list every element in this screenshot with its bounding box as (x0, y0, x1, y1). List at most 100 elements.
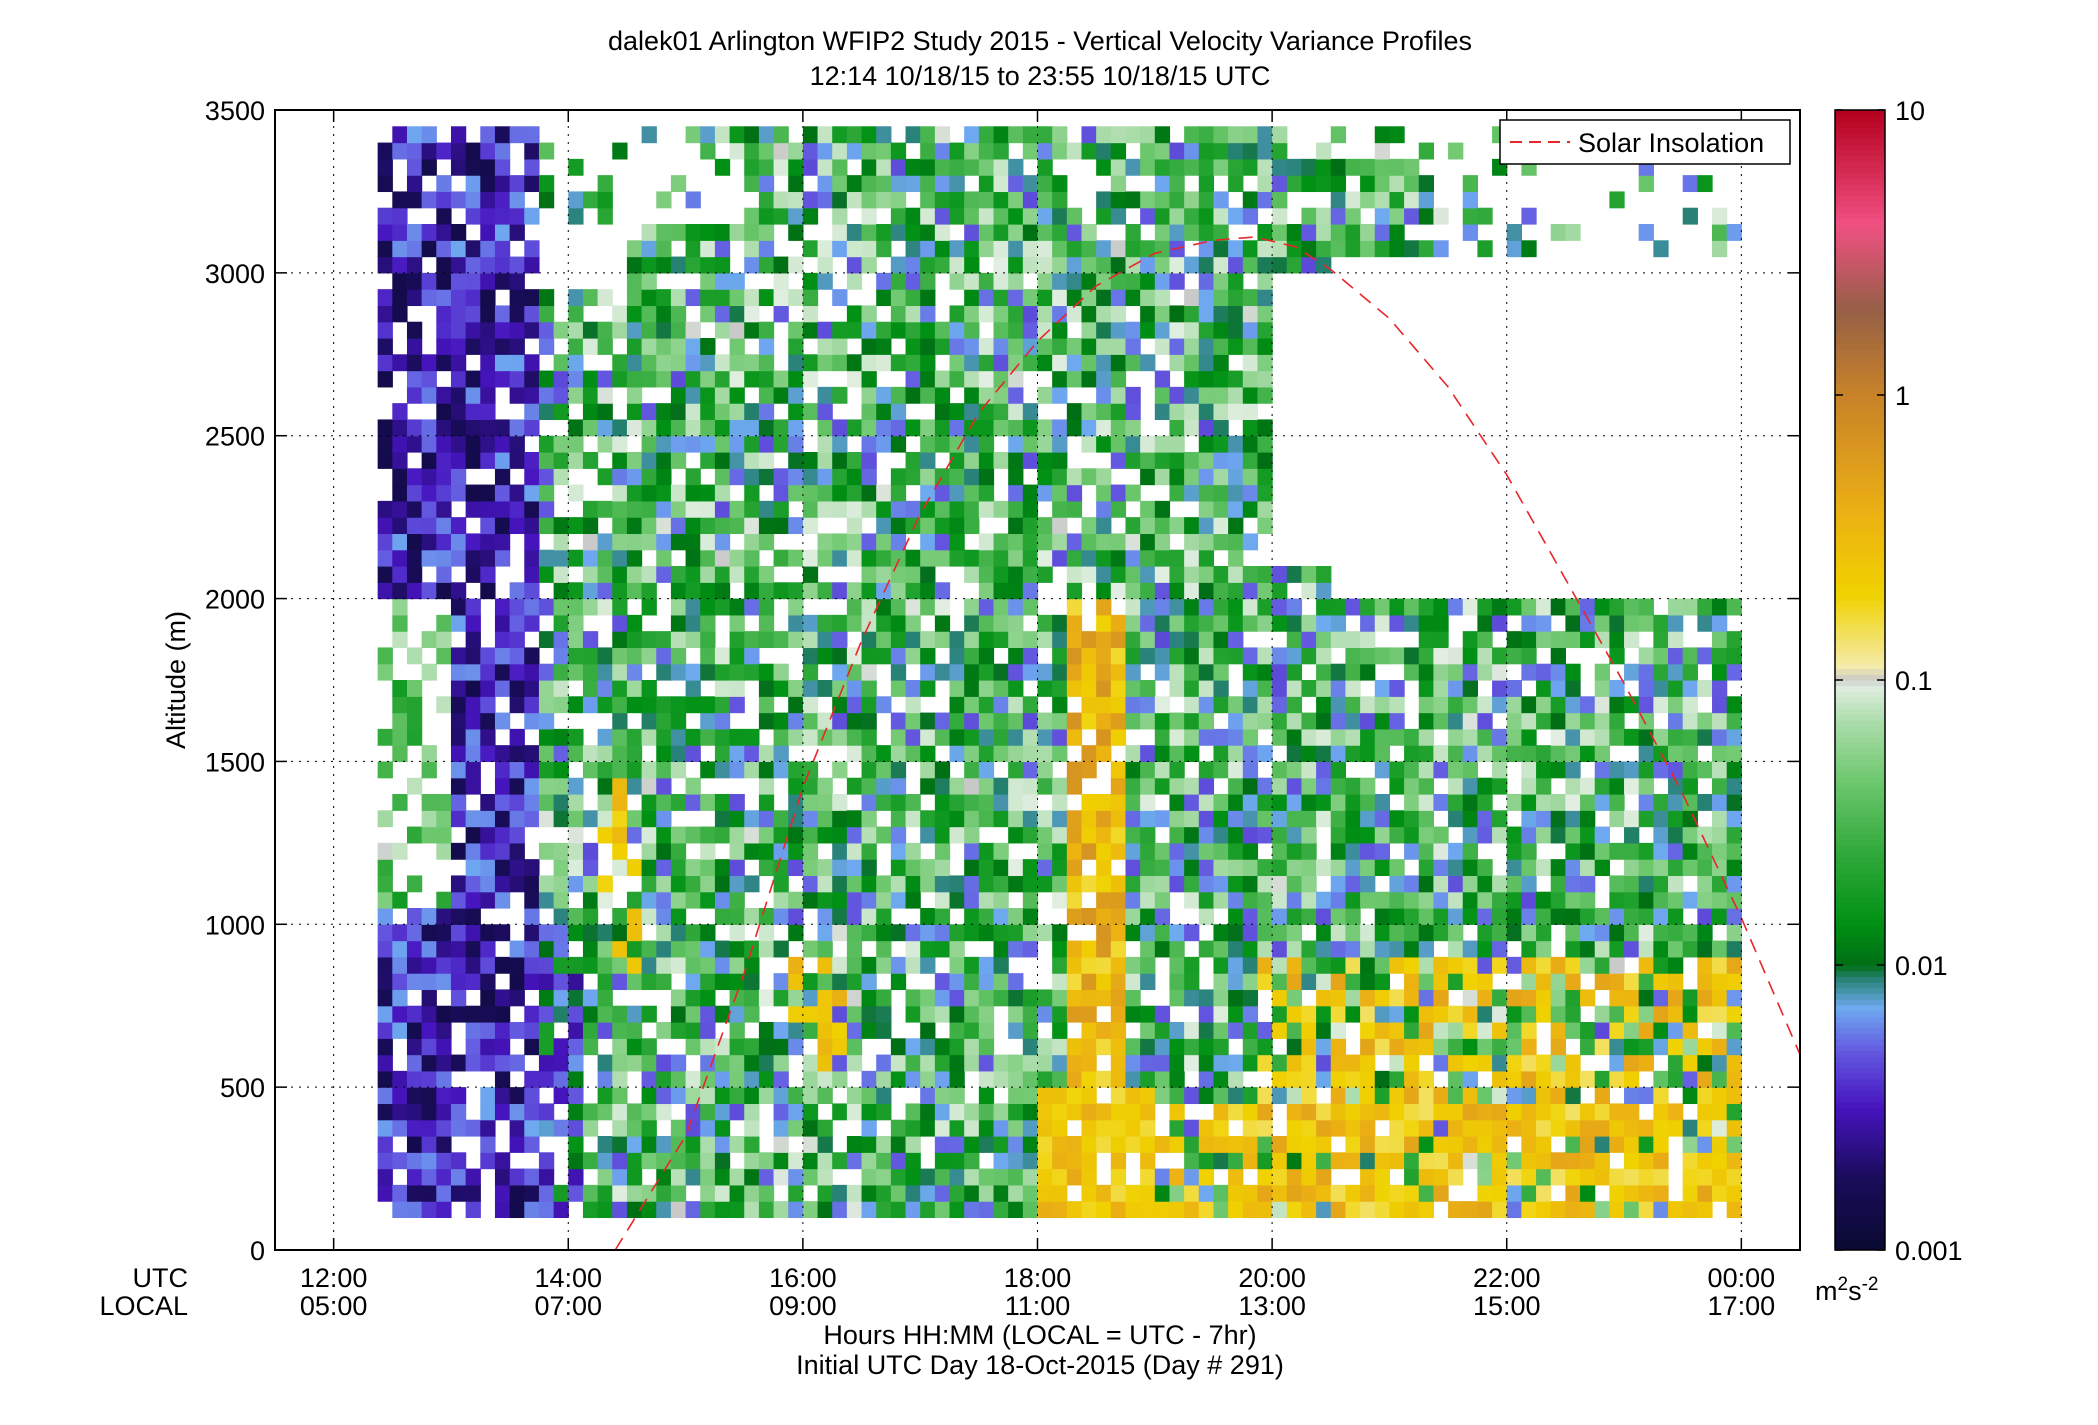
heatmap-cell (670, 321, 687, 339)
heatmap-cell (1052, 370, 1068, 388)
heatmap-cell (1316, 891, 1332, 909)
heatmap-cell (582, 956, 599, 974)
heatmap-cell (876, 1005, 892, 1023)
heatmap-cell (1257, 875, 1273, 893)
heatmap-cell (1565, 908, 1581, 925)
heatmap-cell (1052, 680, 1068, 697)
heatmap-cell (538, 1022, 555, 1039)
heatmap-cell (1008, 728, 1024, 746)
heatmap-cell (436, 1152, 452, 1170)
heatmap-cell (1536, 1070, 1552, 1088)
heatmap-cell (1345, 647, 1361, 665)
heatmap-cell (1448, 1005, 1464, 1023)
heatmap-cell (846, 891, 863, 909)
heatmap-cell (641, 435, 657, 453)
heatmap-cell (656, 321, 672, 339)
heatmap-cell (450, 940, 467, 958)
heatmap-cell (1037, 338, 1053, 355)
heatmap-cell (1653, 1136, 1669, 1153)
heatmap-cell (964, 745, 980, 763)
colorbar-segment (1835, 651, 1885, 658)
colorbar-segment (1835, 281, 1885, 288)
heatmap-cell (1404, 777, 1420, 795)
heatmap-cell (788, 777, 804, 795)
heatmap-cell (1316, 224, 1332, 241)
heatmap-cell (1081, 696, 1097, 714)
grid-lines (275, 110, 1800, 1250)
heatmap-cell (1712, 761, 1728, 779)
heatmap-cell (670, 1184, 687, 1202)
heatmap-cell (817, 1022, 833, 1039)
heatmap-cell (1565, 794, 1581, 811)
heatmap-cell (714, 761, 731, 779)
heatmap-cell (568, 1038, 584, 1056)
heatmap-cell (656, 289, 672, 307)
heatmap-cell (1492, 696, 1508, 714)
heatmap-cell (1125, 859, 1141, 877)
heatmap-cell (964, 566, 980, 583)
heatmap-cell (465, 321, 481, 339)
heatmap-cell (1228, 728, 1244, 746)
heatmap-cell (1022, 1152, 1039, 1170)
heatmap-cell (876, 142, 892, 160)
heatmap-cell (480, 158, 496, 176)
colorbar-segment (1835, 355, 1885, 362)
heatmap-cell (1580, 989, 1596, 1007)
heatmap-cell (480, 142, 496, 160)
heatmap-cell (1638, 875, 1654, 893)
heatmap-cell (1624, 891, 1640, 909)
heatmap-cell (1022, 696, 1039, 714)
heatmap-cell (1213, 354, 1229, 372)
heatmap-cell (1638, 924, 1654, 942)
colorbar-segment (1835, 674, 1885, 681)
heatmap-cell (1668, 989, 1684, 1007)
colorbar-segment (1835, 1238, 1885, 1245)
heatmap-cell (524, 533, 540, 551)
heatmap-cell (1286, 891, 1303, 909)
heatmap-cell (1345, 191, 1361, 209)
heatmap-cell (1096, 435, 1112, 453)
heatmap-cell (626, 1103, 643, 1121)
heatmap-cell (1712, 1184, 1728, 1202)
heatmap-cell (1550, 712, 1566, 730)
heatmap-cell (700, 1005, 716, 1023)
heatmap-cell (1477, 777, 1493, 795)
heatmap-cell (612, 582, 628, 600)
heatmap-cell (1022, 354, 1039, 372)
heatmap-cell (802, 696, 819, 714)
heatmap-cell (406, 240, 423, 258)
heatmap-cell (817, 191, 833, 209)
heatmap-cell (993, 370, 1009, 388)
heatmap-cell (1624, 842, 1640, 860)
colorbar-segment (1835, 583, 1885, 590)
heatmap-cell (685, 826, 701, 844)
heatmap-cell (1096, 517, 1112, 535)
heatmap-cell (1198, 1038, 1215, 1056)
heatmap-cell (1521, 728, 1537, 746)
heatmap-cell (832, 1201, 848, 1219)
heatmap-cell (1286, 989, 1303, 1007)
heatmap-cell (1433, 826, 1449, 844)
heatmap-cell (817, 647, 833, 665)
heatmap-cell (1125, 354, 1141, 372)
heatmap-cell (1389, 158, 1405, 176)
colorbar-segment (1835, 965, 1885, 972)
heatmap-cell (1081, 370, 1097, 388)
colorbar-segment (1835, 434, 1885, 442)
heatmap-cell (1697, 647, 1713, 665)
heatmap-cell (494, 777, 511, 795)
heatmap-cell (993, 256, 1009, 274)
heatmap-cell (582, 1038, 599, 1056)
colorbar-segment (1835, 1118, 1885, 1126)
heatmap-cell (1360, 826, 1376, 844)
heatmap-cell (494, 680, 511, 697)
colorbar-segment (1835, 184, 1885, 191)
heatmap-cell (1169, 419, 1185, 437)
heatmap-cell (377, 435, 393, 453)
heatmap-cell (1022, 647, 1039, 665)
heatmap-cell (1022, 1038, 1039, 1056)
heatmap-cell (1052, 321, 1068, 339)
heatmap-cell (1272, 191, 1288, 209)
heatmap-cell (421, 1070, 437, 1088)
heatmap-cell (1374, 908, 1391, 925)
